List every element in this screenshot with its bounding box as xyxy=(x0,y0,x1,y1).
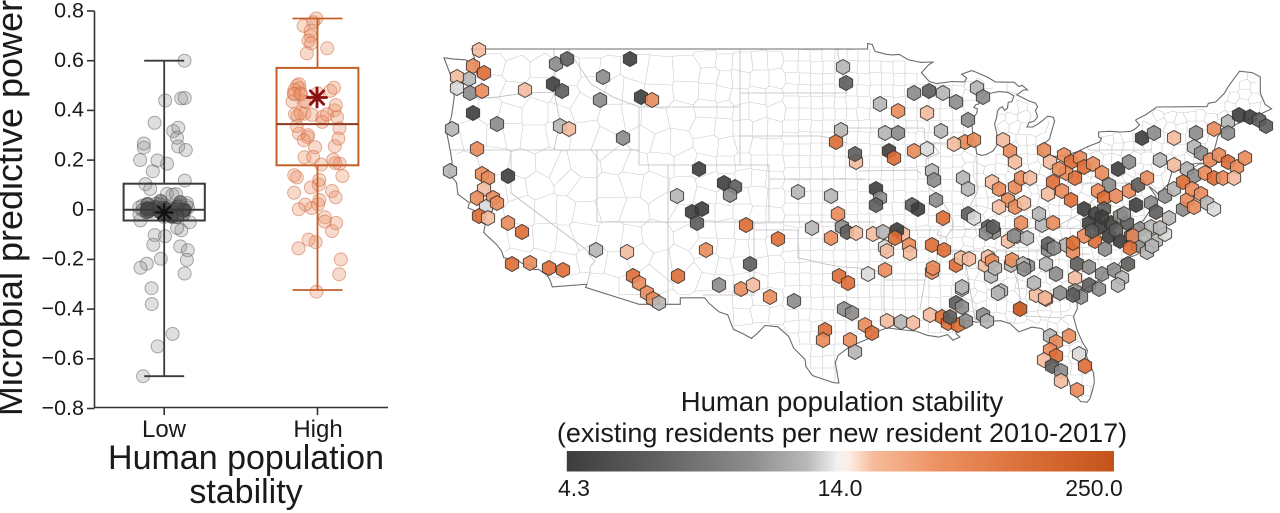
svg-text:stability: stability xyxy=(189,473,302,511)
svg-text:−0.2: −0.2 xyxy=(42,247,84,271)
svg-text:0.2: 0.2 xyxy=(54,147,84,171)
svg-text:High: High xyxy=(293,416,342,443)
svg-text:Microbial predictive power: Microbial predictive power xyxy=(0,0,30,416)
svg-text:0.4: 0.4 xyxy=(54,98,84,122)
svg-text:Human population: Human population xyxy=(108,439,384,477)
svg-text:0: 0 xyxy=(72,197,84,221)
svg-text:0.6: 0.6 xyxy=(54,48,84,72)
svg-text:Human population stability: Human population stability xyxy=(681,386,1004,417)
svg-text:Low: Low xyxy=(142,416,187,443)
svg-text:14.0: 14.0 xyxy=(818,475,863,501)
svg-text:0.8: 0.8 xyxy=(54,0,84,22)
svg-text:4.3: 4.3 xyxy=(558,475,590,501)
svg-text:250.0: 250.0 xyxy=(1065,475,1123,501)
svg-text:(existing residents per new re: (existing residents per new resident 201… xyxy=(557,418,1127,448)
svg-text:−0.6: −0.6 xyxy=(42,346,84,370)
svg-text:−0.4: −0.4 xyxy=(42,296,84,320)
svg-text:−0.8: −0.8 xyxy=(42,396,84,420)
